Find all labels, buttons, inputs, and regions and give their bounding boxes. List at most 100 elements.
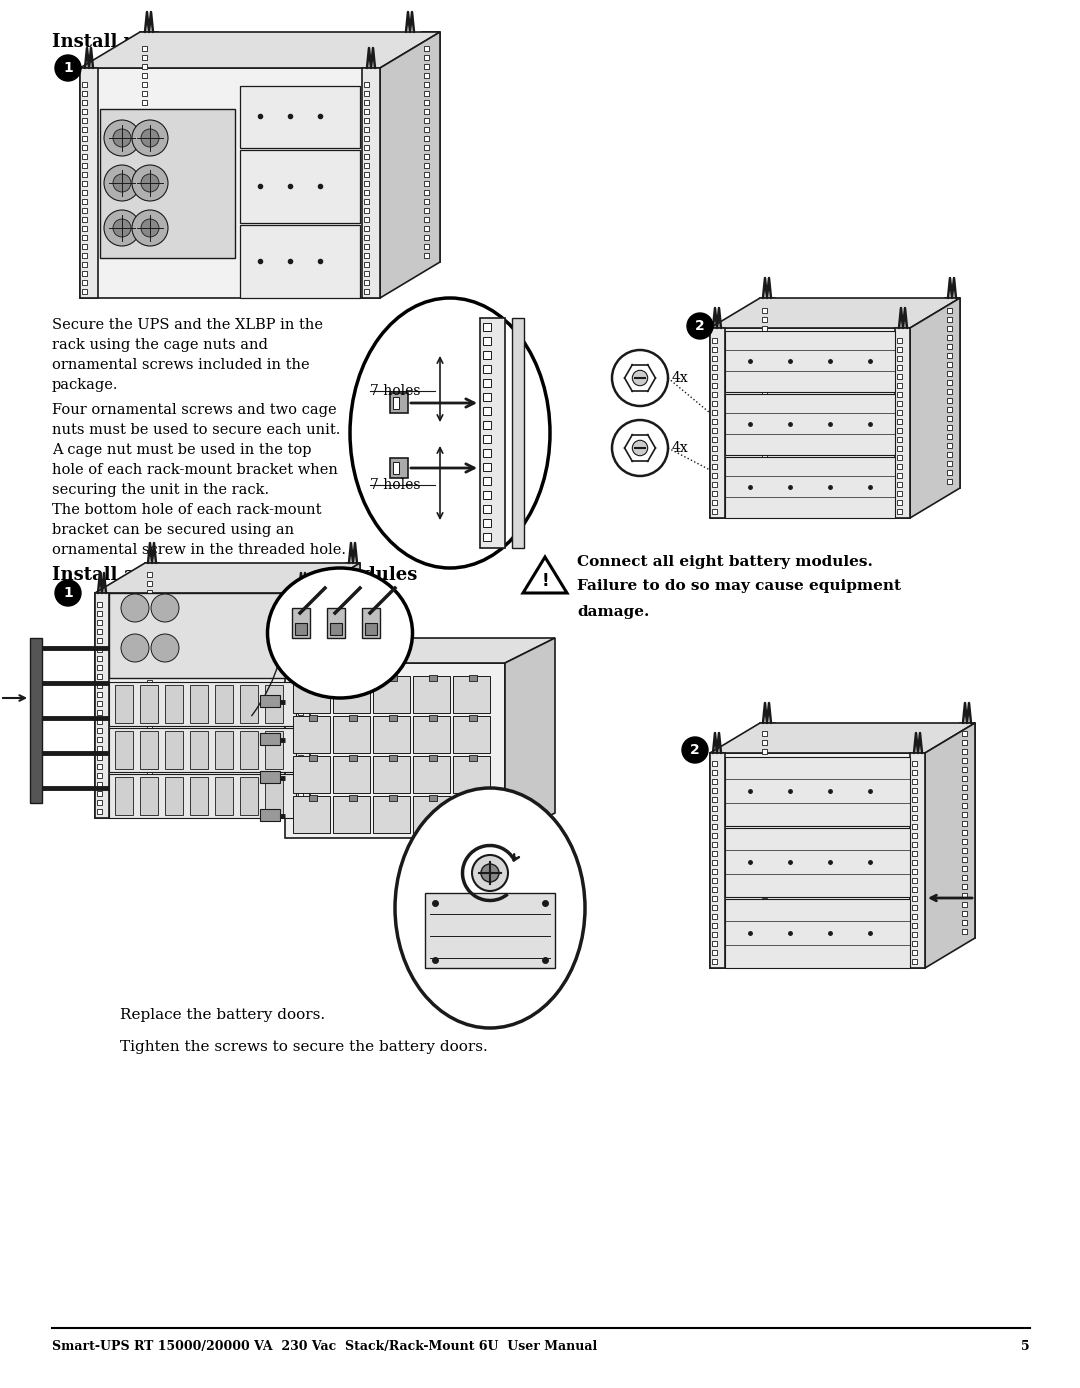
Polygon shape bbox=[285, 638, 555, 663]
Bar bbox=[82, 271, 87, 276]
Bar bbox=[141, 82, 147, 87]
Bar bbox=[97, 799, 102, 805]
Bar bbox=[293, 716, 330, 754]
Bar bbox=[712, 833, 717, 838]
Circle shape bbox=[55, 580, 81, 607]
Bar bbox=[712, 915, 717, 919]
Bar bbox=[947, 398, 951, 403]
Bar bbox=[483, 393, 491, 401]
Bar bbox=[333, 795, 370, 833]
Bar bbox=[298, 781, 303, 787]
Bar bbox=[141, 190, 147, 194]
Bar bbox=[97, 737, 102, 743]
Text: 7 holes: 7 holes bbox=[370, 384, 420, 398]
Bar bbox=[348, 626, 353, 632]
Bar bbox=[309, 795, 318, 801]
Bar bbox=[895, 328, 910, 518]
Bar bbox=[962, 768, 967, 772]
Bar bbox=[947, 443, 951, 448]
Bar bbox=[712, 941, 717, 947]
Bar bbox=[141, 136, 147, 142]
Polygon shape bbox=[910, 298, 960, 518]
Bar bbox=[413, 716, 450, 754]
Bar bbox=[762, 416, 767, 421]
Bar bbox=[897, 373, 902, 379]
Bar bbox=[147, 608, 152, 613]
Bar bbox=[30, 638, 42, 804]
Bar bbox=[712, 491, 717, 496]
Bar bbox=[897, 428, 902, 433]
Bar bbox=[762, 920, 767, 924]
Circle shape bbox=[104, 119, 140, 155]
Bar bbox=[97, 809, 102, 813]
Bar bbox=[762, 804, 767, 808]
Bar bbox=[190, 777, 208, 815]
Bar bbox=[97, 620, 102, 625]
Bar bbox=[424, 82, 429, 87]
Polygon shape bbox=[80, 32, 440, 68]
Bar bbox=[240, 777, 258, 815]
Bar bbox=[483, 448, 491, 457]
Bar bbox=[298, 620, 303, 625]
Bar bbox=[82, 280, 87, 285]
Bar bbox=[141, 46, 147, 51]
Bar bbox=[348, 680, 353, 686]
Bar bbox=[298, 763, 303, 769]
Bar bbox=[712, 473, 717, 477]
Bar bbox=[429, 715, 437, 720]
Text: Smart-UPS RT 15000/20000 VA  230 Vac  Stack/Rack-Mount 6U  User Manual: Smart-UPS RT 15000/20000 VA 230 Vac Stac… bbox=[52, 1339, 597, 1353]
Bar bbox=[298, 737, 303, 743]
Bar bbox=[364, 154, 369, 160]
Text: 7 holes: 7 holes bbox=[370, 477, 420, 491]
Bar bbox=[141, 226, 147, 230]
Bar bbox=[97, 657, 102, 661]
Bar bbox=[97, 719, 102, 725]
Bar bbox=[365, 623, 377, 634]
Bar bbox=[82, 208, 87, 212]
Bar bbox=[348, 752, 353, 756]
Bar bbox=[424, 208, 429, 212]
Bar bbox=[327, 608, 345, 638]
Bar bbox=[480, 318, 505, 548]
Bar bbox=[424, 46, 429, 51]
Bar bbox=[912, 788, 917, 793]
Bar bbox=[82, 244, 87, 248]
Bar bbox=[82, 154, 87, 160]
Bar bbox=[712, 409, 717, 415]
Bar bbox=[97, 763, 102, 769]
Bar bbox=[373, 795, 410, 833]
Bar bbox=[348, 670, 353, 676]
Bar bbox=[147, 743, 152, 748]
Bar bbox=[348, 734, 353, 738]
Bar bbox=[962, 750, 967, 754]
Text: Install and connect battery modules: Install and connect battery modules bbox=[52, 566, 417, 584]
Bar bbox=[265, 777, 283, 815]
Bar bbox=[962, 794, 967, 799]
Text: 4x: 4x bbox=[672, 441, 689, 455]
Bar bbox=[483, 519, 491, 527]
Bar bbox=[947, 326, 951, 330]
Bar bbox=[141, 144, 147, 150]
Bar bbox=[147, 779, 152, 784]
Bar bbox=[469, 715, 477, 720]
Bar bbox=[429, 795, 437, 801]
Bar bbox=[95, 593, 109, 818]
Circle shape bbox=[104, 165, 140, 201]
Bar bbox=[712, 455, 717, 459]
Bar bbox=[109, 775, 296, 818]
Bar bbox=[762, 874, 767, 880]
Bar bbox=[912, 770, 917, 775]
Bar bbox=[82, 180, 87, 186]
Bar bbox=[912, 869, 917, 874]
Bar bbox=[424, 226, 429, 230]
Bar bbox=[114, 777, 133, 815]
Bar bbox=[712, 419, 717, 423]
Circle shape bbox=[632, 371, 648, 386]
Bar bbox=[762, 371, 767, 376]
Bar bbox=[295, 623, 307, 634]
Bar bbox=[712, 779, 717, 784]
Bar bbox=[947, 308, 951, 314]
Bar bbox=[483, 379, 491, 387]
Bar bbox=[710, 328, 910, 518]
Bar bbox=[362, 68, 380, 298]
